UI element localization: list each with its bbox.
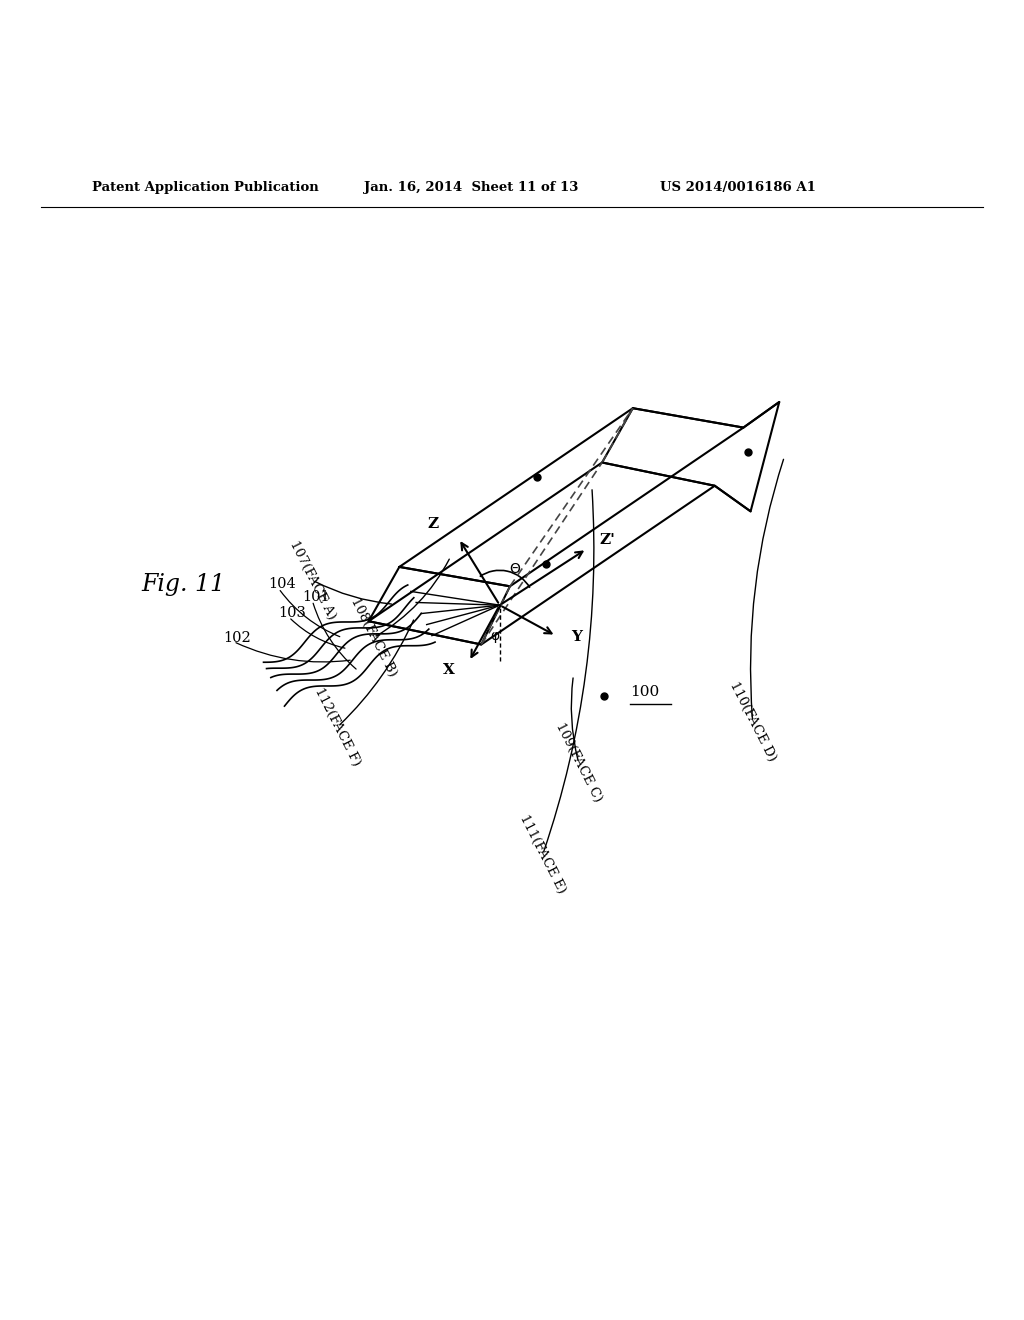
Text: 107(FACE A): 107(FACE A) [287,539,338,622]
Text: Z': Z' [599,533,615,546]
Text: 110(FACE D): 110(FACE D) [727,680,778,763]
Text: 112(FACE F): 112(FACE F) [312,685,364,768]
Text: 100: 100 [630,685,659,698]
Text: Θ: Θ [510,562,520,577]
Text: φ: φ [490,628,499,643]
Text: 108(FACE B): 108(FACE B) [348,595,399,678]
Text: Y: Y [571,630,582,644]
Text: Patent Application Publication: Patent Application Publication [92,181,318,194]
Text: 109(FACE C): 109(FACE C) [553,721,604,804]
Text: Fig. 11: Fig. 11 [141,573,225,597]
Text: X: X [442,663,455,677]
Text: Jan. 16, 2014  Sheet 11 of 13: Jan. 16, 2014 Sheet 11 of 13 [364,181,578,194]
Text: 104: 104 [268,577,296,591]
Text: US 2014/0016186 A1: US 2014/0016186 A1 [660,181,816,194]
Text: 102: 102 [223,631,251,644]
Text: Z: Z [428,517,438,532]
Text: 101: 101 [302,590,330,603]
Text: 103: 103 [279,606,306,620]
Text: 111(FACE E): 111(FACE E) [517,813,568,896]
